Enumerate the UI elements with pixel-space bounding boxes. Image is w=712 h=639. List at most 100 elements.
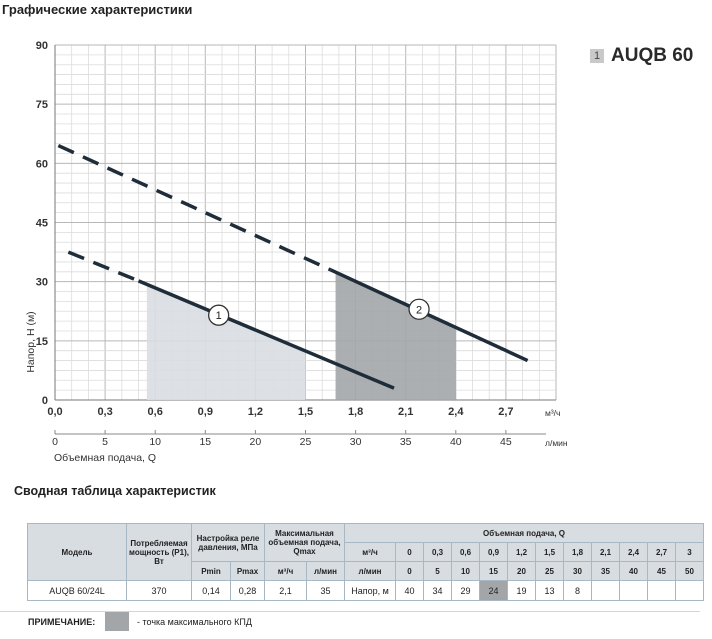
series-2-dashed-line (57, 143, 332, 272)
x-tick-label-secondary: 30 (350, 436, 362, 448)
flow-lmin-cell: 10 (451, 561, 480, 581)
flow-m3h-cell: 0,9 (479, 542, 508, 562)
th-qmax-unit1: м³/ч (264, 561, 307, 581)
flow-m3h-cell: 1,5 (535, 542, 564, 562)
th-pmin: Pmin (191, 561, 231, 581)
x-tick-label-primary: 1,8 (348, 406, 363, 418)
flow-lmin-cell: 35 (591, 561, 620, 581)
x-axis-unit-secondary: л/мин (545, 438, 568, 448)
flow-m3h-cell: 2,7 (647, 542, 676, 562)
cell-model: AUQB 60/24L (27, 580, 127, 601)
flow-lmin-cell: 25 (535, 561, 564, 581)
th-qmax: Максимальная объемная подача, Qmax (264, 523, 345, 562)
head-cell: 24 (479, 580, 508, 601)
th-flow: Объемная подача, Q (344, 523, 704, 543)
cell-power: 370 (126, 580, 192, 601)
x-axis-label: Объемная подача, Q (54, 452, 156, 464)
x-tick-label-secondary: 15 (199, 436, 211, 448)
flow-m3h-cell: 3 (675, 542, 704, 562)
x-tick-label-primary: 1,5 (298, 406, 313, 418)
th-flow-unit1: м³/ч (344, 542, 396, 562)
x-tick-label-secondary: 0 (52, 436, 58, 448)
y-tick-label: 45 (36, 218, 48, 230)
y-tick-label: 0 (42, 395, 48, 407)
th-power: Потребляемая мощность (P1), Вт (126, 523, 192, 581)
x-tick-label-secondary: 25 (300, 436, 312, 448)
flow-m3h-cell: 0,3 (423, 542, 452, 562)
y-tick-label: 15 (36, 336, 48, 348)
x-tick-label-primary: 2,4 (448, 406, 464, 418)
head-cell: 8 (563, 580, 592, 601)
x-tick-label-primary: 0,0 (47, 406, 62, 418)
flow-lmin-cell: 15 (479, 561, 508, 581)
series-1-marker (208, 304, 230, 326)
flow-lmin-cell: 20 (507, 561, 536, 581)
series-2-solid-line (329, 268, 529, 363)
y-tick-label: 60 (36, 158, 48, 170)
model-name: AUQB 60 (611, 45, 694, 66)
flow-m3h-cell: 2,4 (619, 542, 648, 562)
x-tick-label-primary: 2,7 (498, 406, 513, 418)
note-text: - точка максимального КПД (137, 617, 252, 627)
head-cell (619, 580, 648, 601)
flow-m3h-cell: 2,1 (591, 542, 620, 562)
th-pmax: Pmax (230, 561, 265, 581)
x-tick-label-secondary: 35 (400, 436, 412, 448)
series-1-shaded-area (146, 284, 306, 400)
note-label: ПРИМЕЧАНИЕ: (28, 617, 96, 627)
x-tick-label-primary: 1,2 (248, 406, 263, 418)
chart-shaded-areas (146, 272, 456, 400)
head-cell: 34 (423, 580, 452, 601)
x-tick-label-secondary: 20 (250, 436, 262, 448)
series-1-dashed-line (67, 250, 140, 283)
flow-m3h-cell: 1,8 (563, 542, 592, 562)
flow-lmin-cell: 40 (619, 561, 648, 581)
head-cell: 29 (451, 580, 480, 601)
th-model: Модель (27, 523, 127, 581)
note-divider (0, 611, 700, 636)
head-cell: 19 (507, 580, 536, 601)
cell-head-label: Напор, м (344, 580, 396, 601)
model-number: 1 (590, 49, 604, 63)
series-2-marker (408, 298, 430, 320)
y-tick-label: 30 (36, 277, 48, 289)
x-tick-label-primary: 0,6 (148, 406, 163, 418)
page-title: Графические характеристики (2, 2, 193, 17)
model-badge: 1 AUQB 60 (590, 45, 693, 67)
series-2-label: 2 (416, 304, 422, 316)
flow-m3h-cell: 0,6 (451, 542, 480, 562)
head-cell: 13 (535, 580, 564, 601)
cell-qmax-lmin: 35 (306, 580, 345, 601)
x-tick-label-secondary: 45 (500, 436, 512, 448)
flow-lmin-cell: 50 (675, 561, 704, 581)
y-axis-label: Напор, Н (м) (25, 311, 37, 372)
x-tick-label-primary: 0,3 (97, 406, 112, 418)
series-1-label: 1 (216, 310, 222, 322)
series-2-shaded-area (335, 272, 456, 400)
cell-qmax-m3h: 2,1 (264, 580, 307, 601)
flow-lmin-cell: 45 (647, 561, 676, 581)
x-tick-label-secondary: 10 (149, 436, 161, 448)
summary-title: Сводная таблица характеристик (14, 484, 216, 498)
best-efficiency-swatch (105, 612, 129, 631)
chart-grid (54, 44, 557, 435)
head-cell (675, 580, 704, 601)
flow-lmin-cell: 5 (423, 561, 452, 581)
table-row: AUQB 60/24L 370 0,14 0,28 2,1 35 Напор, … (27, 580, 704, 601)
head-cell: 40 (395, 580, 424, 601)
x-axis-unit-primary: м³/ч (545, 408, 560, 418)
x-tick-label-secondary: 40 (450, 436, 462, 448)
series-1-solid-line (137, 279, 395, 390)
flow-m3h-cell: 0 (395, 542, 424, 562)
flow-lmin-cell: 30 (563, 561, 592, 581)
cell-pmin: 0,14 (191, 580, 231, 601)
head-cell (647, 580, 676, 601)
th-relay: Настройка реле давления, МПа (191, 523, 265, 562)
x-tick-label-primary: 0,9 (198, 406, 213, 418)
th-flow-unit2: л/мин (344, 561, 396, 581)
flow-lmin-cell: 0 (395, 561, 424, 581)
x-tick-label-secondary: 5 (102, 436, 108, 448)
